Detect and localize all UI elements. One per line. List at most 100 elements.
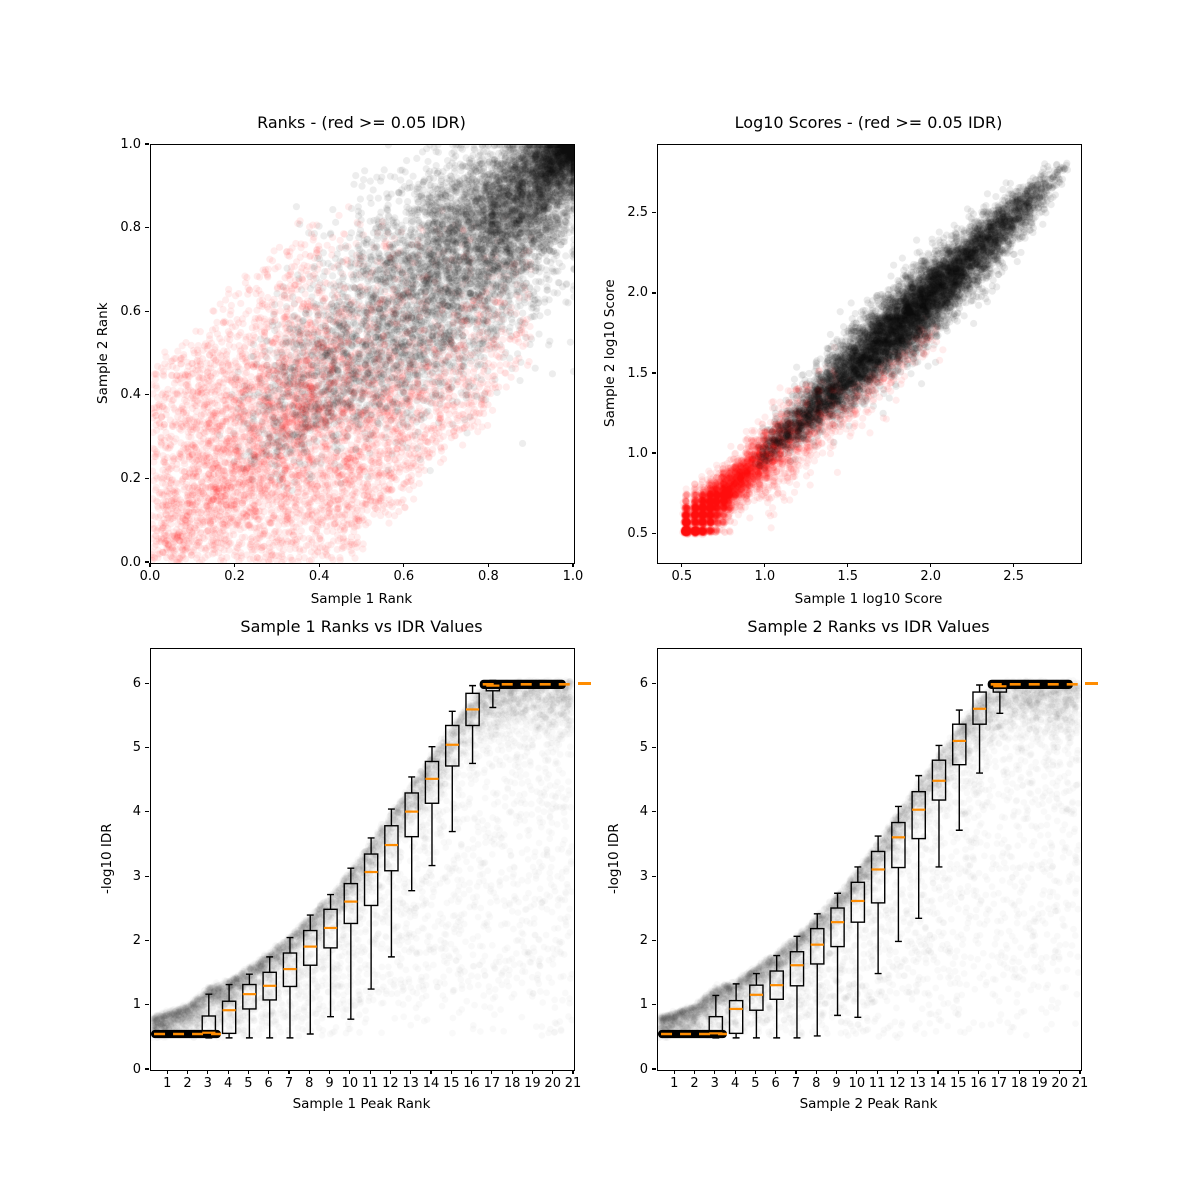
y-tick-label: 2.0	[627, 285, 648, 301]
x-axis-label-sample1-rank: Sample 1 Rank	[310, 591, 413, 607]
x-tick-mark	[775, 1070, 777, 1074]
x-tick-mark	[234, 563, 236, 567]
x-tick-mark	[693, 1070, 696, 1074]
x-tick-label: 0.6	[393, 569, 415, 584]
x-tick-label: 4	[730, 1076, 740, 1091]
y-tick-mark	[145, 1004, 149, 1006]
x-tick-label: 16	[970, 1076, 987, 1091]
x-tick-mark	[166, 1070, 168, 1074]
x-tick-label: 2	[183, 1076, 192, 1091]
y-axis-label-sample2-rank: Sample 2 Rank	[95, 302, 111, 404]
x-tick-label: 1.0	[562, 569, 584, 584]
y-tick-mark	[652, 212, 656, 214]
x-tick-label: 1	[670, 1076, 679, 1091]
subplot-title-sample1-idr: Sample 1 Ranks vs IDR Values	[240, 617, 483, 636]
x-tick-mark	[1079, 1070, 1081, 1074]
x-tick-mark	[531, 1070, 533, 1074]
y-tick-mark	[652, 682, 656, 684]
y-tick-label: 1.0	[120, 136, 141, 152]
x-tick-mark	[847, 563, 849, 567]
x-tick-label: 19	[524, 1076, 541, 1091]
x-tick-mark	[856, 1070, 858, 1074]
y-tick-label: 0	[639, 1061, 648, 1077]
x-tick-label: 2.5	[1003, 569, 1024, 584]
y-tick-mark	[145, 227, 149, 229]
plot-area-sample2-idr	[657, 648, 1082, 1071]
x-tick-label: 18	[503, 1076, 521, 1091]
x-tick-label: 5	[244, 1076, 253, 1091]
x-tick-label: 0.8	[478, 569, 499, 584]
y-tick-mark	[145, 682, 149, 684]
x-tick-mark	[328, 1070, 331, 1074]
y-tick-mark	[145, 394, 149, 396]
y-tick-label: 3	[132, 868, 141, 884]
x-tick-label: 3	[710, 1076, 719, 1091]
x-tick-mark	[1018, 1070, 1020, 1074]
x-tick-label: 8	[812, 1076, 821, 1091]
median-overflow-dash	[1085, 682, 1098, 685]
x-tick-mark	[369, 1070, 371, 1074]
subplot-title-sample2-idr: Sample 2 Ranks vs IDR Values	[747, 617, 990, 636]
x-axis-label-sample2-peak-rank: Sample 2 Peak Rank	[799, 1096, 938, 1112]
x-tick-label: 9	[325, 1076, 334, 1091]
x-tick-label: 9	[832, 1076, 841, 1091]
y-tick-label: 5	[132, 740, 141, 756]
x-tick-mark	[896, 1070, 898, 1074]
y-tick-label: 1	[639, 997, 648, 1013]
x-tick-label: 1	[163, 1076, 172, 1091]
x-tick-label: 0.5	[671, 569, 693, 584]
x-tick-mark	[681, 563, 683, 567]
x-tick-label: 1.0	[754, 569, 776, 584]
y-tick-mark	[145, 477, 149, 479]
x-tick-mark	[487, 563, 489, 567]
x-tick-label: 10	[848, 1076, 866, 1091]
x-tick-mark	[1038, 1070, 1040, 1074]
y-tick-label: 0	[132, 1061, 141, 1077]
y-tick-label: 0.4	[120, 387, 141, 403]
y-tick-mark	[145, 747, 149, 749]
y-tick-mark	[652, 747, 656, 749]
x-tick-mark	[754, 1070, 756, 1074]
subplot-title-ranks: Ranks - (red >= 0.05 IDR)	[257, 113, 466, 132]
x-tick-label: 17	[483, 1076, 501, 1091]
x-tick-label: 2	[690, 1076, 699, 1091]
x-tick-mark	[430, 1070, 432, 1074]
y-tick-mark	[145, 310, 149, 312]
y-tick-label: 2	[132, 932, 141, 948]
y-tick-mark	[652, 292, 656, 294]
plot-area-sample1-idr	[150, 648, 575, 1071]
x-tick-mark	[318, 563, 320, 567]
y-tick-label: 1	[132, 997, 141, 1013]
x-tick-label: 15	[949, 1076, 967, 1091]
x-tick-mark	[308, 1070, 310, 1074]
plot-area-ranks	[150, 144, 575, 564]
x-tick-label: 6	[771, 1076, 780, 1091]
x-tick-mark	[227, 1070, 229, 1074]
x-tick-label: 13	[909, 1076, 926, 1091]
x-tick-label: 8	[305, 1076, 314, 1091]
x-tick-mark	[268, 1070, 270, 1074]
x-tick-mark	[403, 563, 405, 567]
x-tick-label: 4	[223, 1076, 233, 1091]
x-axis-label-sample1-score: Sample 1 log10 Score	[794, 591, 943, 607]
x-tick-mark	[149, 563, 151, 567]
x-axis-label-sample1-peak-rank: Sample 1 Peak Rank	[292, 1096, 431, 1112]
y-tick-label: 0.0	[120, 554, 141, 570]
y-tick-label: 0.6	[120, 303, 141, 319]
x-tick-label: 0.4	[308, 569, 330, 584]
y-tick-mark	[145, 939, 149, 942]
y-tick-mark	[145, 143, 149, 145]
y-tick-label: 1.5	[627, 365, 648, 381]
y-tick-mark	[652, 811, 656, 813]
x-tick-label: 10	[341, 1076, 359, 1091]
x-tick-mark	[815, 1070, 817, 1074]
x-tick-label: 20	[1051, 1076, 1068, 1091]
x-tick-mark	[349, 1070, 351, 1074]
x-tick-mark	[876, 1070, 878, 1074]
y-tick-label: 3	[639, 868, 648, 884]
x-tick-mark	[1013, 563, 1015, 567]
x-tick-label: 5	[751, 1076, 760, 1091]
x-tick-label: 21	[564, 1076, 582, 1091]
x-tick-mark	[977, 1070, 980, 1074]
